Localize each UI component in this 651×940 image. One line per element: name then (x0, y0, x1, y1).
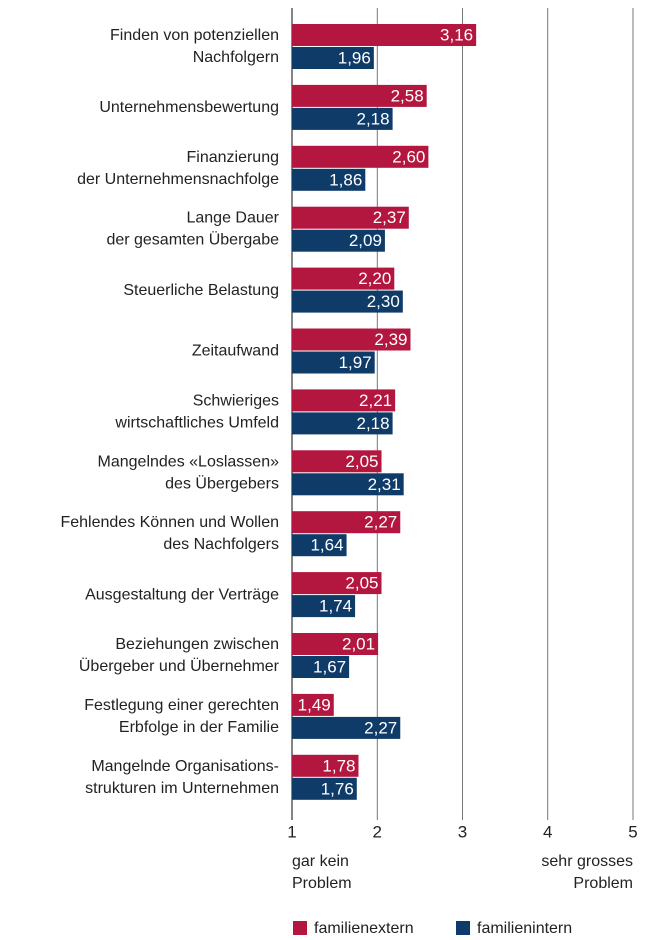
value-label: 2,05 (345, 574, 378, 593)
bar (292, 328, 411, 351)
high-label: sehr grosses Problem (541, 853, 633, 892)
y-tick-label: Beziehungen zwischen Übergeber und Überne… (79, 636, 280, 675)
value-label: 1,74 (319, 597, 352, 616)
value-label: 2,30 (367, 292, 400, 311)
value-label: 2,39 (374, 330, 407, 349)
bar (292, 511, 401, 534)
value-label: 1,67 (313, 657, 346, 676)
bar (292, 107, 393, 130)
bar (292, 656, 350, 678)
x-tick-label: 5 (628, 822, 637, 841)
value-label: 2,21 (359, 391, 392, 410)
bar (292, 595, 356, 618)
bar (292, 450, 382, 473)
value-label: 1,64 (310, 536, 343, 555)
low-label: gar kein Problem (292, 853, 352, 892)
value-label: 1,49 (298, 695, 331, 714)
value-label: 1,97 (339, 353, 372, 372)
value-label: 2,18 (357, 109, 390, 128)
value-label: 1,78 (322, 756, 355, 775)
bar (292, 754, 359, 777)
value-label: 1,76 (321, 779, 354, 798)
value-label: 2,27 (364, 718, 397, 737)
bar (292, 229, 385, 252)
bar (292, 290, 403, 313)
value-label: 2,05 (345, 452, 378, 471)
value-label: 2,18 (357, 414, 390, 433)
value-label: 1,96 (338, 48, 371, 67)
value-label: 2,58 (391, 86, 424, 105)
y-tick-label: Zeitaufwand (192, 343, 279, 360)
value-label: 2,20 (358, 269, 391, 288)
value-label: 2,37 (373, 208, 406, 227)
y-tick-label: Schwieriges wirtschaftliches Umfeld (114, 393, 279, 432)
value-label: 2,31 (368, 475, 401, 494)
y-tick-label: Unternehmensbewertung (99, 99, 279, 116)
y-tick-label: Fehlendes Können und Wollen des Nachfolge… (60, 514, 279, 553)
value-label: 3,16 (440, 25, 473, 44)
legend-swatch (293, 921, 307, 935)
bar (292, 777, 357, 800)
bar (292, 473, 404, 496)
bar (292, 351, 375, 374)
x-tick-label: 3 (458, 822, 467, 841)
bar (292, 693, 334, 716)
x-tick-label: 4 (543, 822, 552, 841)
legend-label: familienintern (477, 920, 572, 937)
bar (292, 145, 429, 168)
bar (292, 84, 427, 107)
value-label: 2,27 (364, 513, 397, 532)
bar (292, 24, 477, 46)
bar (292, 47, 374, 69)
bar (292, 716, 401, 739)
y-tick-label: Finanzierung der Unternehmensnachfolge (77, 149, 279, 188)
bar (292, 633, 379, 655)
bar (292, 267, 395, 290)
y-tick-label: Finden von potenziellen Nachfolgern (110, 27, 279, 66)
y-tick-label: Mangelndes «Loslassen» des Übergebers (98, 454, 280, 493)
bar (292, 206, 409, 229)
y-tick-label: Steuerliche Belastung (123, 282, 279, 299)
bar (292, 412, 393, 435)
y-tick-label: Mangelnde Organisations-strukturen im Un… (85, 758, 279, 797)
y-tick-label: Lange Dauer der gesamten Übergabe (106, 210, 279, 249)
bar (292, 389, 396, 412)
value-label: 2,01 (342, 634, 375, 653)
y-tick-label: Ausgestaltung der Verträge (85, 586, 279, 603)
bar (292, 168, 366, 191)
x-tick-label: 1 (287, 822, 296, 841)
legend-label: familienextern (314, 920, 414, 937)
x-tick-label: 2 (373, 822, 382, 841)
value-label: 1,86 (329, 170, 362, 189)
value-label: 2,60 (392, 147, 425, 166)
value-label: 2,09 (349, 231, 382, 250)
legend-swatch (456, 921, 470, 935)
y-tick-label: Festlegung einer gerechten Erbfolge in de… (84, 697, 279, 736)
bar (292, 534, 347, 557)
bar (292, 572, 382, 595)
